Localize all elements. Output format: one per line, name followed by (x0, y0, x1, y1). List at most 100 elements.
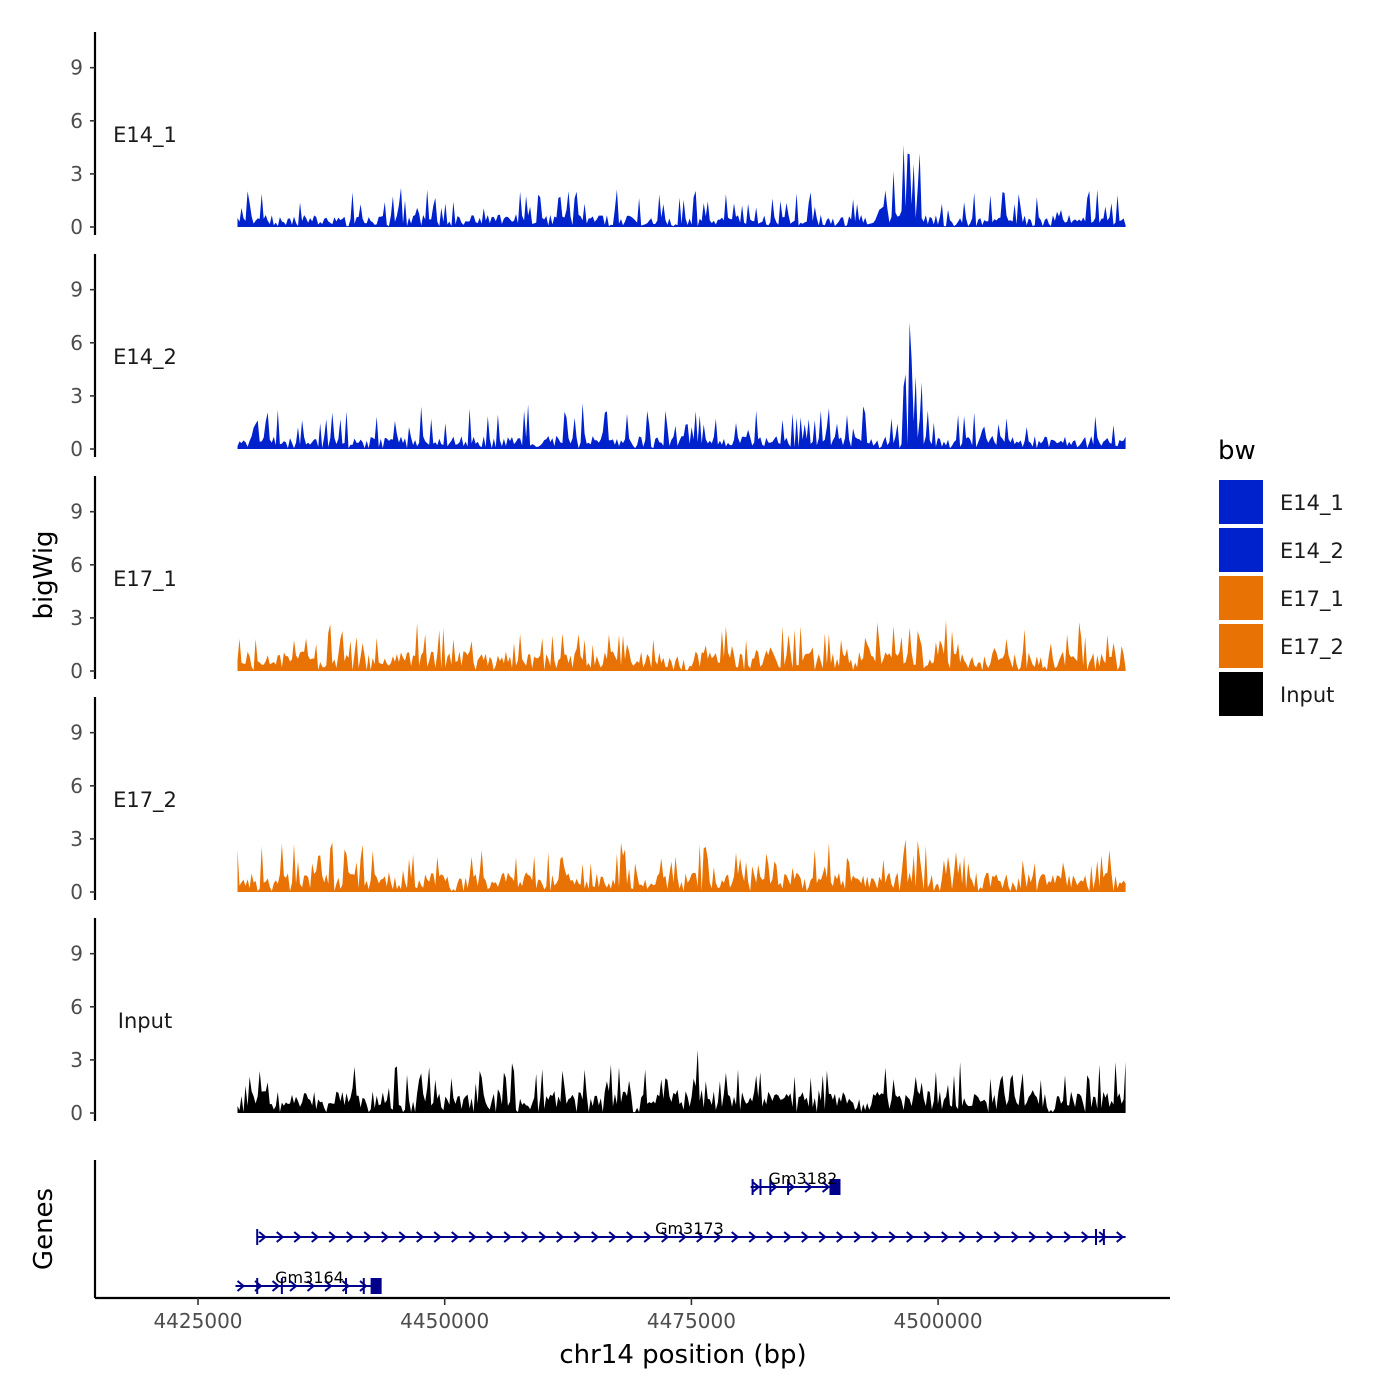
strand-chevron (906, 1231, 915, 1243)
strand-chevron (818, 1231, 827, 1243)
panel-E14_2: 0 3 6 9 E14_2 (70, 254, 1126, 461)
strand-chevron (359, 1280, 368, 1292)
panel-label: E14_2 (113, 345, 177, 370)
legend: bw E14_1 E14_2 E17_1 E17_2 Input (1218, 436, 1344, 716)
strand-chevron (433, 1231, 442, 1243)
strand-chevron (276, 1231, 285, 1243)
strand-chevron (521, 1231, 530, 1243)
strand-chevron (381, 1231, 390, 1243)
legend-entry-E17_2: E17_2 (1219, 624, 1344, 668)
legend-entry-E14_2: E14_2 (1219, 528, 1344, 572)
y-tick-label: 3 (70, 384, 83, 408)
strand-chevron (1028, 1231, 1037, 1243)
strand-chevron (293, 1231, 302, 1243)
y-axis-title: bigWig (29, 530, 59, 619)
strand-chevron (871, 1231, 880, 1243)
y-tick-label: 0 (70, 437, 83, 461)
strand-chevron (626, 1231, 635, 1243)
signal-area-E14_1 (237, 144, 1126, 227)
strand-chevron (853, 1231, 862, 1243)
strand-chevron (766, 1231, 775, 1243)
strand-chevron (608, 1231, 617, 1243)
strand-chevron (731, 1231, 740, 1243)
y-tick-label: 9 (70, 56, 83, 80)
gene-label: Gm3164 (275, 1268, 344, 1287)
gene-Gm3182: Gm3182 (750, 1169, 841, 1195)
signal-area-E14_2 (237, 322, 1126, 449)
gene-label: Gm3173 (655, 1219, 724, 1238)
y-tick-label: 9 (70, 278, 83, 302)
strand-chevron (748, 1231, 757, 1243)
signal-area-Input (237, 1049, 1126, 1113)
strand-chevron (661, 1231, 670, 1243)
strand-chevron (923, 1231, 932, 1243)
strand-chevron (486, 1231, 495, 1243)
y-tick-label: 0 (70, 659, 83, 683)
strand-chevron (941, 1231, 950, 1243)
gene-end-block (829, 1179, 841, 1195)
strand-chevron (236, 1280, 246, 1292)
strand-chevron (271, 1280, 281, 1292)
strand-chevron (341, 1280, 351, 1292)
strand-chevron (696, 1231, 705, 1243)
y-tick-label: 9 (70, 500, 83, 524)
panel-E17_2: 0 3 6 9 E17_2 (70, 697, 1126, 904)
signal-panels: 0 3 6 9 E14_1 0 3 6 9 E14_2 0 3 6 9 E17_1 0 3 6 9 E17_2 0 3 6 9… (70, 32, 1126, 1125)
strand-chevron (821, 1181, 831, 1193)
strand-chevron (346, 1231, 355, 1243)
y-tick-label: 0 (70, 215, 83, 239)
strand-chevron (289, 1280, 298, 1292)
panel-label: E17_2 (113, 788, 177, 813)
legend-entry-E17_1: E17_1 (1219, 576, 1344, 620)
legend-label: E17_2 (1280, 635, 1344, 660)
x-axis: 4425000 4450000 4475000 4500000 (95, 1296, 1170, 1333)
strand-chevron (468, 1231, 477, 1243)
gene-end-block (370, 1278, 382, 1294)
strand-chevron (1098, 1231, 1107, 1243)
y-tick-label: 6 (70, 995, 83, 1019)
strand-chevron (328, 1231, 337, 1243)
strand-chevron (363, 1231, 372, 1243)
panel-label: E17_1 (113, 567, 177, 592)
strand-chevron (311, 1231, 320, 1243)
strand-chevron (976, 1231, 985, 1243)
panel-E14_1: 0 3 6 9 E14_1 (70, 32, 1126, 239)
y-tick-label: 9 (70, 942, 83, 966)
gene-track-panel: Gm3182 Gm3173 Gm3164 (93, 1160, 1126, 1298)
strand-chevron (1081, 1231, 1090, 1243)
legend-title: bw (1218, 436, 1256, 466)
gene-track-title: Genes (29, 1188, 59, 1270)
gene-label: Gm3182 (769, 1169, 838, 1188)
legend-label: E14_2 (1280, 539, 1344, 564)
y-tick-label: 6 (70, 331, 83, 355)
signal-area-E17_1 (237, 619, 1126, 671)
x-tick-label: 4500000 (894, 1309, 983, 1333)
strand-chevron (1063, 1231, 1072, 1243)
strand-chevron (888, 1231, 897, 1243)
strand-chevron (993, 1231, 1002, 1243)
strand-chevron (958, 1231, 967, 1243)
legend-label: E17_1 (1280, 587, 1344, 612)
y-tick-label: 3 (70, 606, 83, 630)
panel-label: Input (118, 1009, 172, 1033)
signal-area-E17_2 (237, 839, 1126, 892)
strand-chevron (786, 1181, 796, 1193)
strand-chevron (678, 1231, 687, 1243)
x-tick-label: 4425000 (153, 1309, 242, 1333)
strand-chevron (751, 1181, 761, 1193)
y-tick-label: 0 (70, 1101, 83, 1125)
y-tick-label: 3 (70, 162, 83, 186)
strand-chevron (324, 1280, 333, 1292)
strand-chevron (1011, 1231, 1020, 1243)
legend-swatch (1219, 672, 1263, 716)
strand-chevron (258, 1231, 267, 1243)
strand-chevron (556, 1231, 565, 1243)
strand-chevron (1046, 1231, 1055, 1243)
strand-chevron (801, 1231, 810, 1243)
x-tick-label: 4450000 (400, 1309, 489, 1333)
legend-swatch (1219, 528, 1263, 572)
y-tick-label: 9 (70, 721, 83, 745)
y-tick-label: 6 (70, 553, 83, 577)
strand-chevron (591, 1231, 600, 1243)
